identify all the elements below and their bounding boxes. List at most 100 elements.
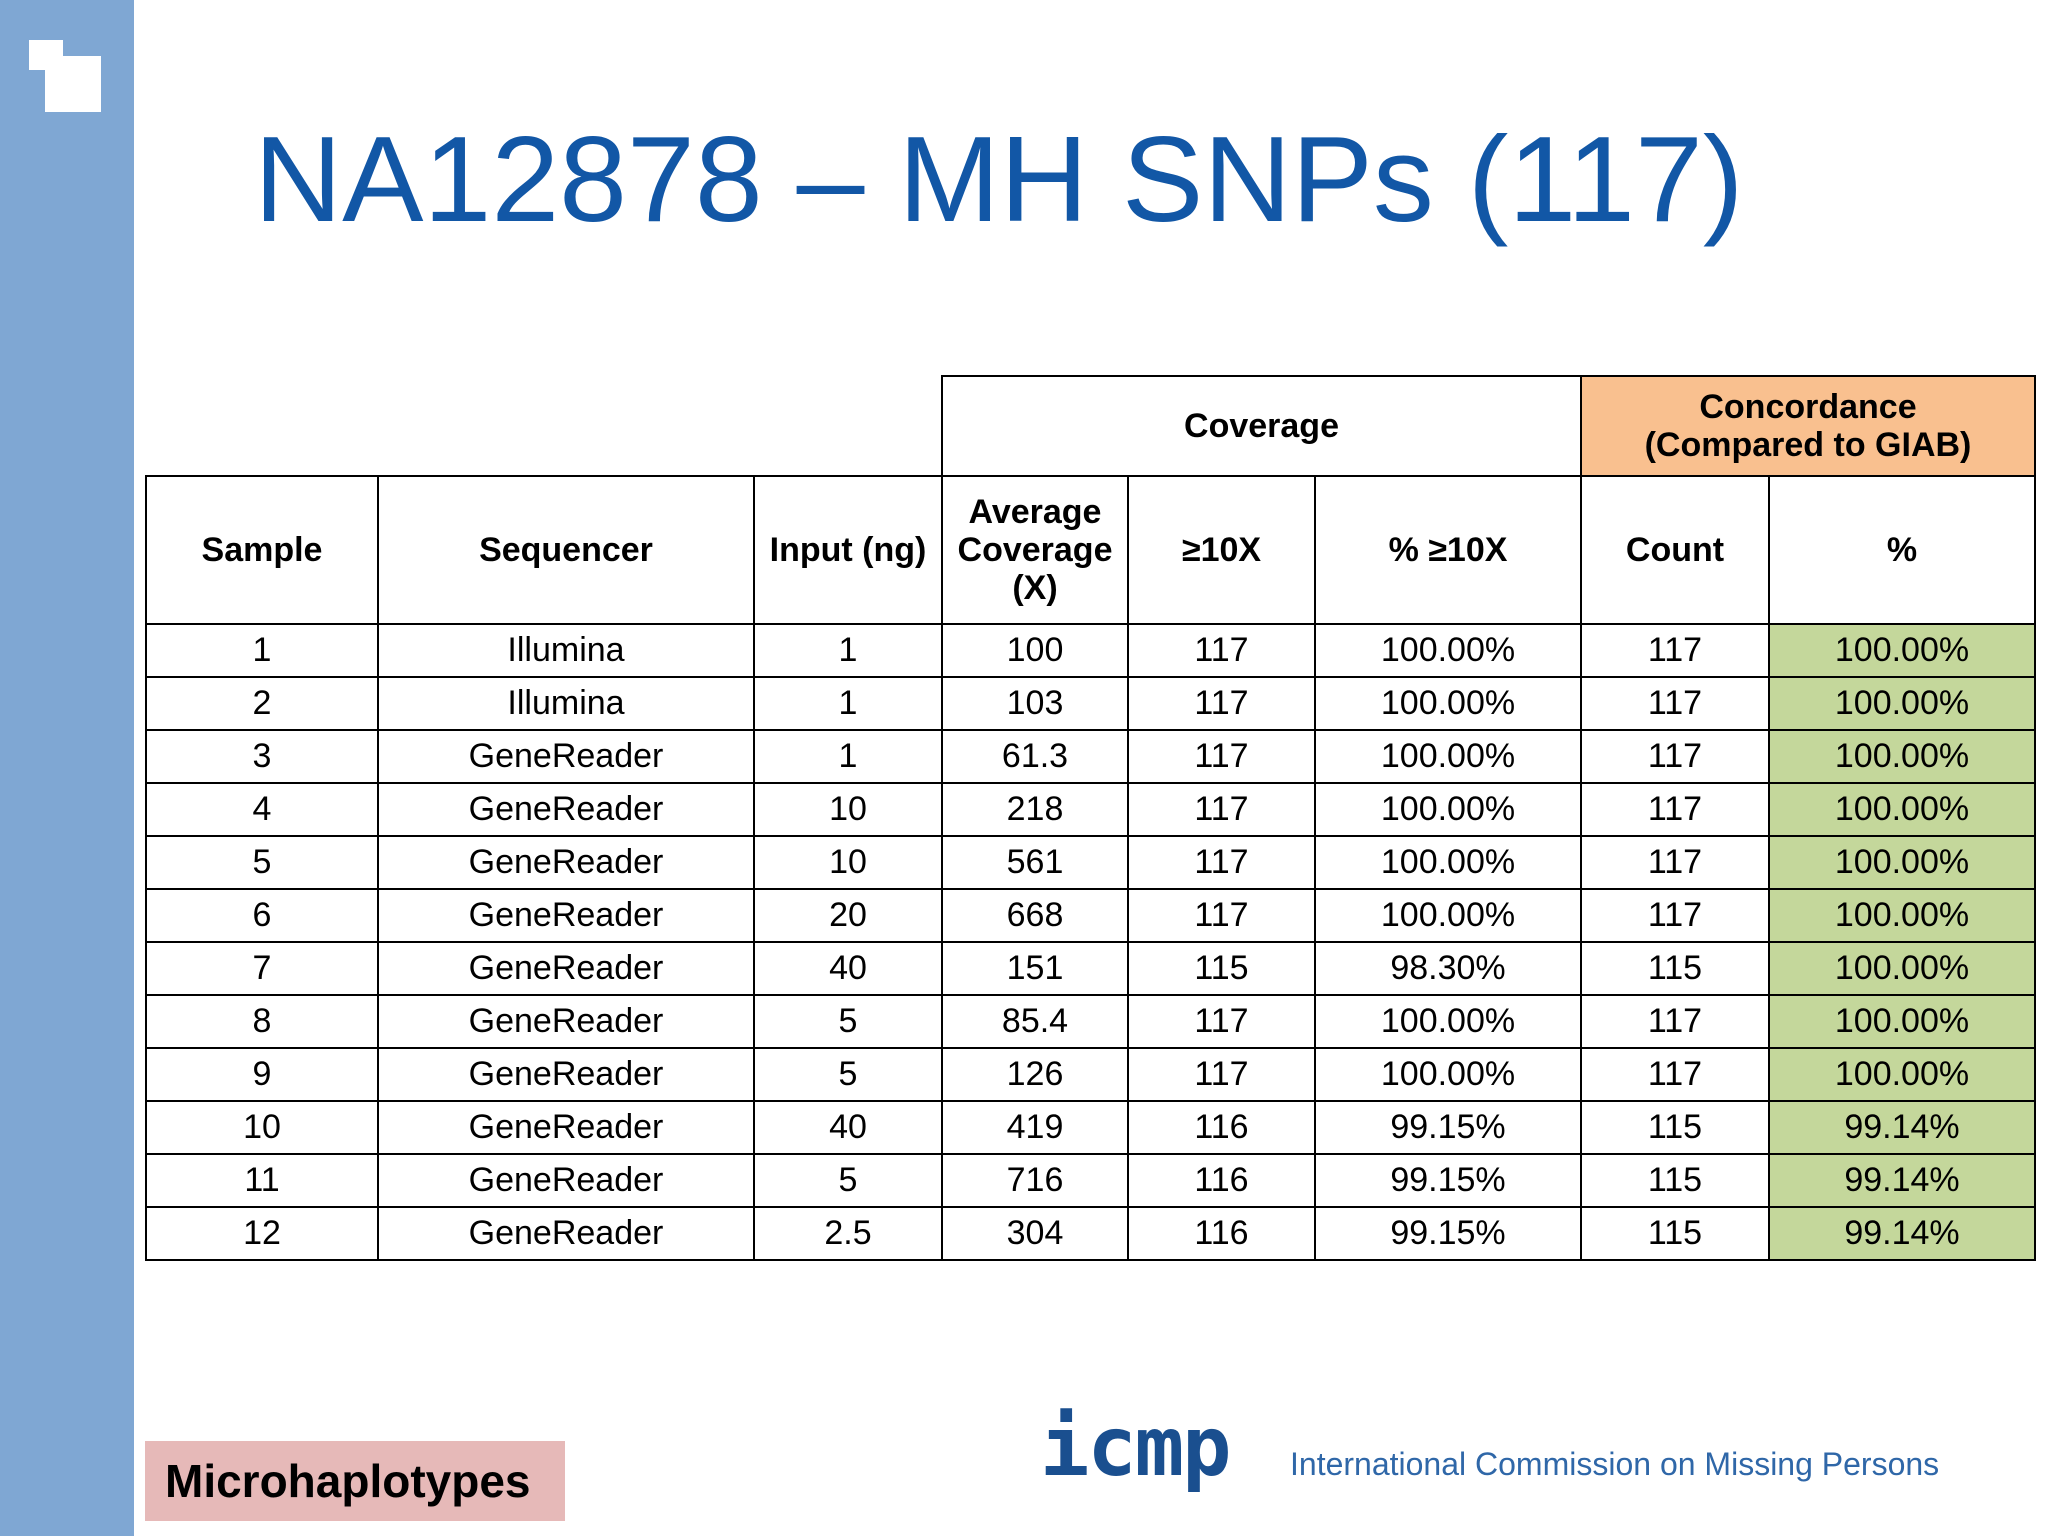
cell-text: 100.00%: [1834, 1002, 1970, 1041]
table-cell: 99.14%: [1768, 1153, 2036, 1208]
cell-text: Illumina: [507, 631, 625, 670]
table-cell: 117: [1580, 676, 1770, 731]
cell-text: 117: [1647, 1055, 1703, 1094]
table-cell: 10: [753, 835, 943, 890]
cell-text: 20: [829, 896, 867, 935]
cell-text: Concordance: [1699, 387, 1917, 426]
cell-text: GeneReader: [468, 843, 664, 882]
cell-text: 668: [1006, 896, 1064, 935]
cell-text: 116: [1194, 1161, 1249, 1200]
cell-text: 100.00%: [1834, 790, 1970, 829]
cell-text: 117: [1194, 631, 1249, 670]
table-cell: 100.00%: [1314, 835, 1582, 890]
table-cell: 10: [145, 1100, 379, 1155]
table-cell: 1: [753, 676, 943, 731]
table-cell: 116: [1127, 1153, 1316, 1208]
table-cell: 5: [753, 1153, 943, 1208]
table-cell: 1: [145, 623, 379, 678]
table-cell: 5: [753, 1047, 943, 1102]
cell-text: 5: [838, 1055, 858, 1094]
table-cell: GeneReader: [377, 1153, 755, 1208]
table-cell: 117: [1580, 1047, 1770, 1102]
table-cell: GeneReader: [377, 1206, 755, 1261]
topic-tag: Microhaplotypes: [145, 1441, 565, 1521]
cell-text: 100.00%: [1380, 1002, 1516, 1041]
cell-text: 1: [838, 684, 858, 723]
table-cell: 98.30%: [1314, 941, 1582, 996]
cell-text: Sequencer: [479, 530, 653, 569]
table-cell: 117: [1127, 676, 1316, 731]
cell-text: 5: [252, 843, 272, 882]
cell-text: 100.00%: [1380, 1055, 1516, 1094]
table-cell: 61.3: [941, 729, 1129, 784]
cell-text: 117: [1194, 843, 1249, 882]
table-cell: GeneReader: [377, 729, 755, 784]
cell-text: 85.4: [1001, 1002, 1069, 1041]
table-cell: 100.00%: [1314, 1047, 1582, 1102]
cell-text: 100: [1006, 631, 1064, 670]
table-cell: 8: [145, 994, 379, 1049]
cell-text: 117: [1647, 896, 1703, 935]
cell-text: 117: [1647, 631, 1703, 670]
table-cell: 100.00%: [1768, 676, 2036, 731]
table-cell: 117: [1580, 623, 1770, 678]
table-cell: 117: [1580, 888, 1770, 943]
table-cell: 100.00%: [1314, 676, 1582, 731]
table-cell: 126: [941, 1047, 1129, 1102]
cell-text: 98.30%: [1390, 949, 1506, 988]
cell-text: 100.00%: [1834, 1055, 1970, 1094]
cell-text: GeneReader: [468, 1214, 664, 1253]
cell-text: 99.15%: [1390, 1108, 1506, 1147]
table-cell: 1: [753, 623, 943, 678]
table-cell: 115: [1127, 941, 1316, 996]
table-cell: 100.00%: [1768, 782, 2036, 837]
cell-text: 11: [244, 1161, 280, 1200]
table-cell: 116: [1127, 1206, 1316, 1261]
table-cell: 100.00%: [1314, 782, 1582, 837]
table-cell: 561: [941, 835, 1129, 890]
column-header: ≥10X: [1127, 475, 1316, 625]
table-cell: 99.14%: [1768, 1100, 2036, 1155]
cell-text: 100.00%: [1380, 843, 1516, 882]
column-header: Sequencer: [377, 475, 755, 625]
table-cell: 716: [941, 1153, 1129, 1208]
table-cell: 115: [1580, 1153, 1770, 1208]
column-header: %: [1768, 475, 2036, 625]
cell-text: 419: [1006, 1108, 1064, 1147]
cell-text: 8: [252, 1002, 272, 1041]
table-cell: 100.00%: [1314, 623, 1582, 678]
table-cell: 5: [145, 835, 379, 890]
table-cell: 304: [941, 1206, 1129, 1261]
cell-text: 117: [1194, 896, 1249, 935]
cell-text: Average Coverage (X): [957, 492, 1113, 608]
cell-text: %: [1886, 530, 1918, 569]
cell-text: Sample: [201, 530, 323, 569]
cell-text: 100.00%: [1380, 684, 1516, 723]
cell-text: 4: [252, 790, 272, 829]
table-cell: 151: [941, 941, 1129, 996]
cell-text: Illumina: [507, 684, 625, 723]
cell-text: 117: [1647, 684, 1703, 723]
cell-text: 117: [1647, 843, 1703, 882]
table-cell: 116: [1127, 1100, 1316, 1155]
table-cell: 6: [145, 888, 379, 943]
cell-text: 100.00%: [1834, 737, 1970, 776]
cell-text: 100.00%: [1380, 790, 1516, 829]
cell-text: GeneReader: [468, 1055, 664, 1094]
organization-name: International Commission on Missing Pers…: [1290, 1446, 1940, 1482]
column-header: Count: [1580, 475, 1770, 625]
cell-text: GeneReader: [468, 949, 664, 988]
group-header: Concordance (Compared to GIAB): [1580, 375, 2036, 477]
table-cell: 85.4: [941, 994, 1129, 1049]
cell-text: 117: [1194, 790, 1249, 829]
table-cell: 117: [1580, 835, 1770, 890]
cell-text: 1: [838, 631, 858, 670]
table-cell: 117: [1127, 623, 1316, 678]
cell-text: 10: [829, 790, 867, 829]
table-cell: 3: [145, 729, 379, 784]
cell-text: 116: [1194, 1108, 1249, 1147]
table-cell: 100.00%: [1314, 994, 1582, 1049]
table-cell: 100.00%: [1314, 729, 1582, 784]
cell-text: 117: [1647, 790, 1703, 829]
table-cell: 2.5: [753, 1206, 943, 1261]
